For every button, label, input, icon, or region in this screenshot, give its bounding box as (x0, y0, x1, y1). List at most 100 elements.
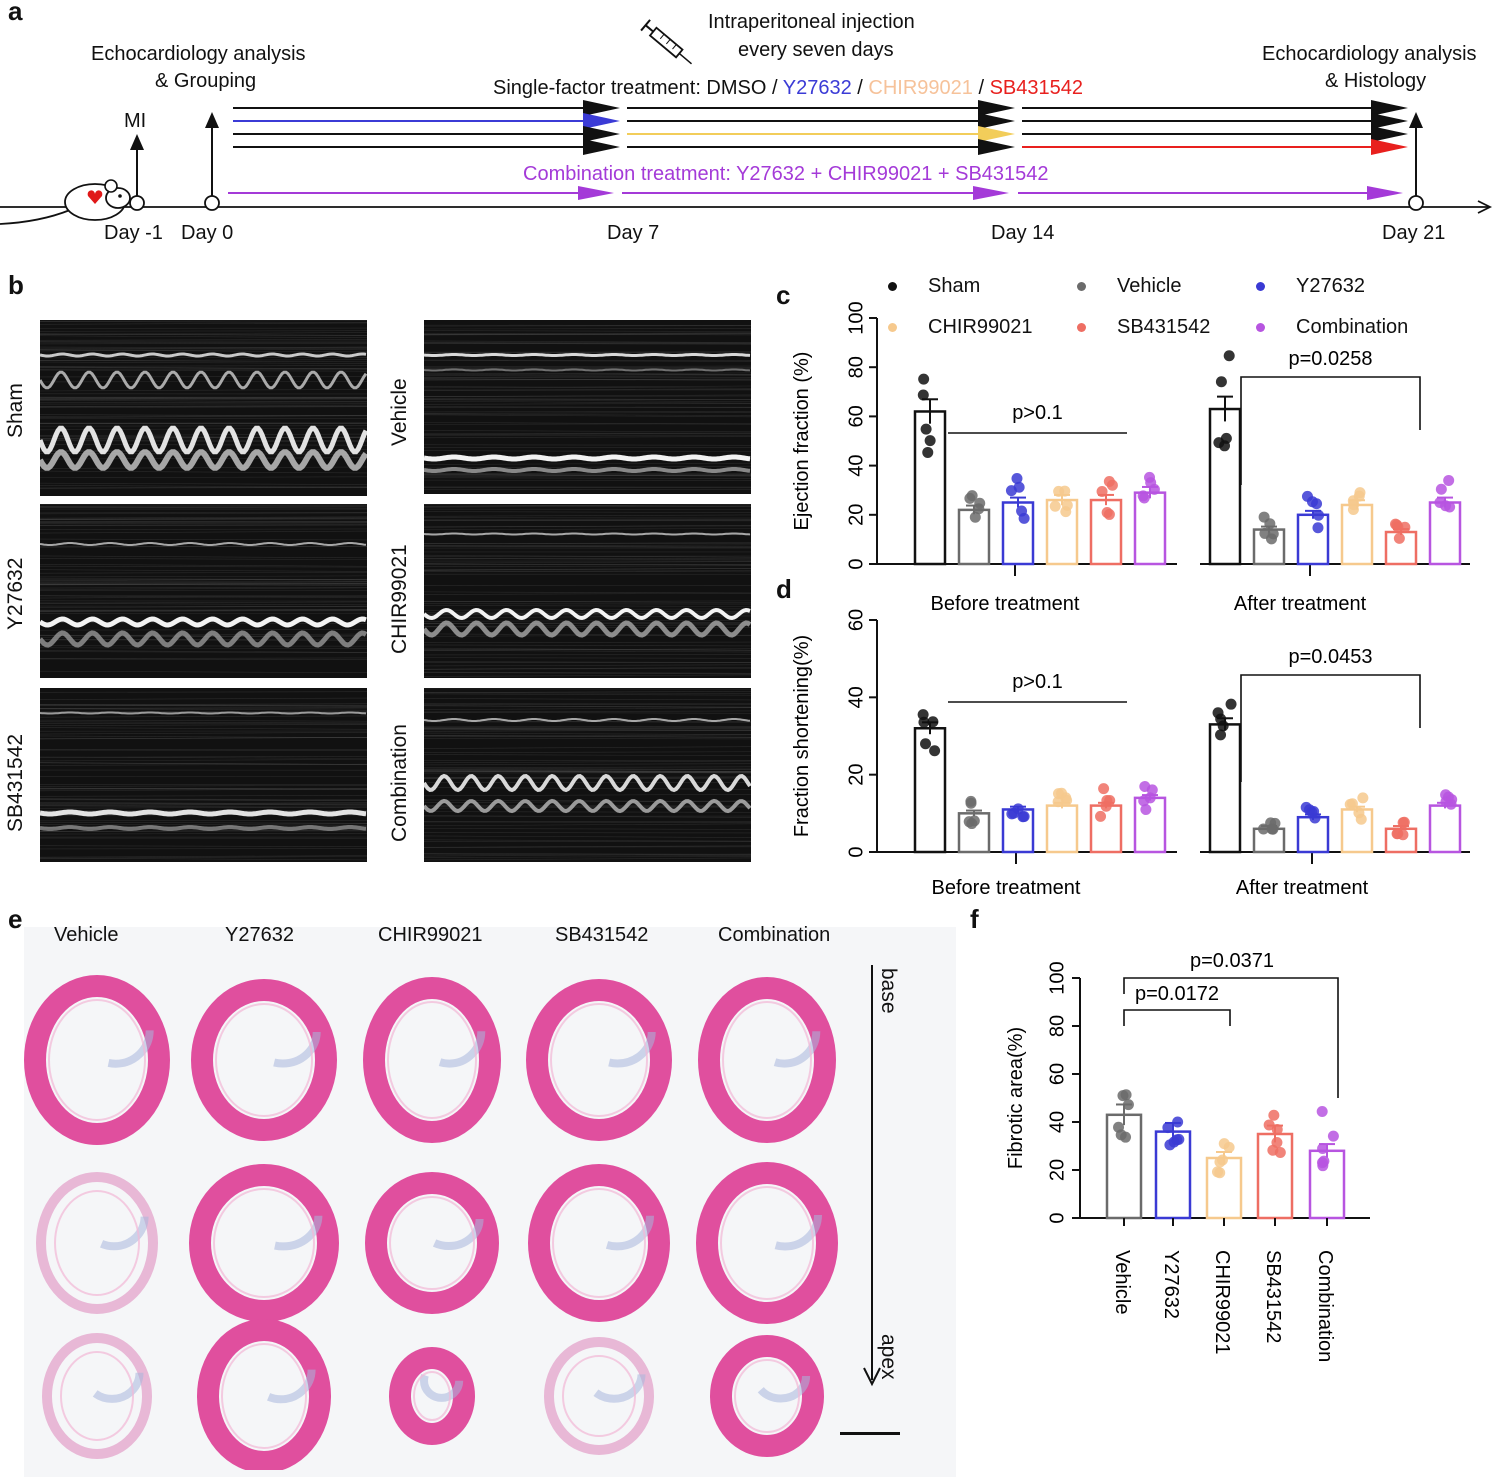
single-factor-y27632: Y27632 (782, 77, 852, 99)
panel-label-a: a (8, 0, 23, 26)
echo-noise (40, 321, 367, 323)
echo-noise (424, 554, 751, 558)
single-factor-prefix: Single-factor treatment: DMSO / (493, 77, 783, 99)
data-point (1225, 698, 1237, 710)
echo-noise (424, 672, 751, 675)
echo-noise (424, 600, 751, 603)
data-point (1446, 794, 1458, 806)
echo-noise (424, 474, 751, 477)
echo-wall (424, 620, 751, 638)
echo-noise (424, 770, 751, 774)
x-tick-label: Y27632 (1160, 1250, 1182, 1319)
day0-arrow-icon (205, 112, 219, 128)
echo-noise (424, 400, 751, 404)
echo-noise (40, 389, 367, 392)
legend-label-sham: Sham (928, 275, 981, 297)
echo-noise (40, 802, 367, 805)
echo-noise (40, 367, 367, 369)
y-tick-label: 100 (1046, 961, 1068, 994)
data-point (917, 389, 929, 401)
echo-noise (424, 351, 751, 353)
echo-trace (40, 320, 367, 489)
echo-wall (424, 532, 751, 536)
echo-noise (40, 581, 367, 585)
echo-noise (40, 333, 367, 336)
echo-noise (40, 650, 367, 653)
legend-dot-combination (1256, 323, 1265, 332)
panel-label-f: f (970, 904, 979, 934)
combination-label: Combination treatment: Y27632 + CHIR9902… (523, 163, 1049, 185)
y-tick-label: 0 (845, 558, 867, 569)
echo-noise (40, 609, 367, 613)
echo-noise (40, 803, 367, 806)
data-point (918, 373, 930, 385)
echo-noise (424, 768, 751, 771)
heart-lumen-edge (213, 1188, 315, 1298)
bar (1089, 804, 1123, 854)
echo-noise (424, 777, 751, 780)
echo-noise (424, 563, 751, 566)
echo-noise (424, 378, 751, 381)
echo-noise (424, 674, 751, 677)
data-point (918, 716, 930, 728)
legend-label-vehicle: Vehicle (1117, 275, 1182, 297)
echo-left-line1: Echocardiology analysis (91, 43, 306, 65)
significance-bracket (1240, 674, 1421, 782)
y-axis-title: Ejection fraction (%) (791, 352, 813, 531)
echo-noise (424, 712, 751, 714)
echo-noise (424, 763, 751, 766)
heart-section (526, 979, 672, 1141)
fibrotic-region (579, 996, 656, 1068)
echo-noise (40, 706, 367, 709)
legend-label-y27632: Y27632 (1296, 275, 1365, 297)
fibrotic-region (77, 993, 154, 1068)
echo-noise (424, 332, 751, 335)
echo-noise (424, 671, 751, 674)
echo-noise (40, 349, 367, 353)
echo-noise (424, 432, 751, 435)
heart-wall (189, 1164, 339, 1322)
echo-noise (40, 657, 367, 659)
echo-noise (40, 704, 367, 706)
echo-noise (424, 557, 751, 560)
data-point (1435, 483, 1447, 495)
echo-noise (40, 799, 367, 801)
data-point (1311, 498, 1323, 510)
data-point (1106, 479, 1118, 491)
chart-ejection-fraction: 0 20 40 60 80 100 Ejection fraction (%) Before … (791, 301, 1470, 615)
echo-noise (40, 762, 367, 765)
echo-noise (40, 788, 367, 792)
day-label: Day 0 (181, 222, 234, 244)
echo-noise (40, 338, 367, 341)
single-factor-chir: CHIR99021 (868, 77, 973, 99)
data-point (1312, 522, 1324, 534)
data-point (1271, 1124, 1283, 1136)
echo-noise (40, 482, 367, 485)
echo-noise (40, 629, 367, 631)
echo-noise (424, 372, 751, 376)
echo-wall (40, 616, 367, 628)
data-point (965, 797, 977, 809)
echo-noise (40, 505, 367, 507)
data-point (1316, 1106, 1328, 1118)
echo-noise (40, 707, 367, 710)
data-point (1353, 490, 1365, 502)
bar (1296, 513, 1330, 566)
echo-noise (424, 333, 751, 336)
y-axis-title: Fraction shortening(%) (791, 635, 813, 837)
heart-wall (696, 1162, 838, 1324)
data-point (1052, 796, 1064, 808)
fibrotic-region (414, 1188, 484, 1250)
data-point (1096, 485, 1108, 497)
echo-noise (424, 667, 751, 670)
injection-label-line2: every seven days (738, 39, 894, 61)
echo-noise (40, 538, 367, 541)
y-tick-label: 80 (845, 356, 867, 378)
echo-label-sb431542: SB431542 (4, 733, 27, 832)
echo-noise (424, 333, 751, 336)
bar (913, 410, 947, 566)
bar (1340, 503, 1374, 566)
echo-noise (424, 465, 751, 469)
bar (1133, 491, 1167, 566)
echo-noise (40, 823, 367, 826)
